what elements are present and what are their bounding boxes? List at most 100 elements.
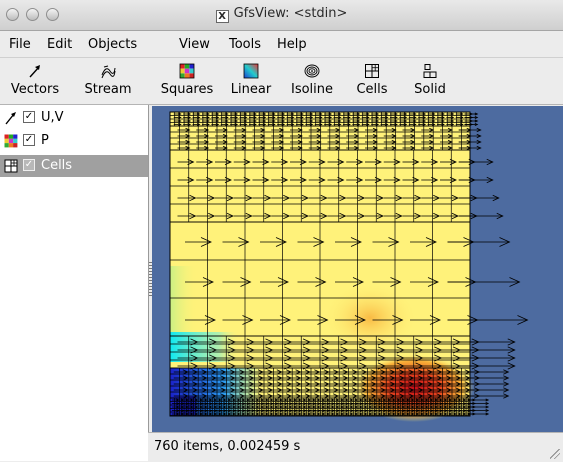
velocity-vector-head [449, 176, 457, 184]
velocity-vector-head [264, 194, 272, 202]
object-label-cells: Cells [41, 158, 73, 173]
velocity-vector-head [354, 127, 360, 133]
splitter-handle[interactable] [149, 262, 152, 298]
velocity-vectors [171, 112, 529, 416]
velocity-vector-head [449, 158, 457, 166]
velocity-vector-head [319, 123, 323, 126]
velocity-vector-head [485, 402, 490, 405]
velocity-vector-head [450, 112, 455, 116]
velocity-vector-head [318, 158, 326, 166]
menu-objects[interactable]: Objects [88, 37, 138, 52]
velocity-vector-head [450, 116, 455, 119]
velocity-vector-head [476, 133, 482, 139]
velocity-vector-head [253, 123, 257, 126]
velocity-vector-head [429, 133, 435, 139]
velocity-vector-head [206, 119, 210, 123]
tool-cells-button[interactable]: Cells [348, 58, 396, 104]
velocity-vector-head [335, 133, 341, 139]
velocity-vector-head [403, 112, 408, 116]
velocity-vector-head [234, 123, 239, 126]
velocity-vector-head [283, 212, 291, 220]
object-checkbox-cells[interactable]: ✓ [23, 159, 35, 171]
velocity-vector-head [375, 119, 380, 123]
velocity-vector-head [279, 315, 291, 325]
velocity-vector-head [460, 119, 464, 123]
resize-grip[interactable] [550, 449, 560, 459]
velocity-vector-head [503, 381, 510, 387]
velocity-vector-head [372, 145, 378, 151]
object-checkbox-p[interactable]: ✓ [23, 134, 35, 146]
velocity-vector-head [375, 112, 380, 116]
velocity-vector-head [262, 116, 267, 119]
velocity-vector-head [485, 409, 490, 412]
velocity-vector-head [320, 194, 328, 202]
tool-cells-label: Cells [356, 82, 388, 97]
velocity-vector-head [234, 119, 239, 123]
velocity-vector-head [245, 212, 253, 220]
velocity-vector-head [222, 127, 228, 133]
tool-stream-button[interactable]: Stream [67, 58, 149, 104]
velocity-vector-head [260, 139, 266, 145]
title-bar: X GfsView: <stdin> [0, 0, 563, 31]
velocity-vector-head [413, 119, 417, 123]
velocity-vector-head [394, 112, 398, 116]
velocity-vector-head [335, 127, 341, 133]
menu-tools[interactable]: Tools [229, 37, 262, 52]
velocity-vector-head [328, 123, 333, 126]
velocity-vector-head [431, 158, 439, 166]
velocity-vector-head [376, 194, 384, 202]
velocity-vector-head [393, 176, 401, 184]
velocity-vector-head [290, 116, 295, 119]
object-checkbox-uv[interactable]: ✓ [23, 111, 35, 123]
velocity-vector-head [262, 176, 270, 184]
velocity-vector-head [297, 145, 303, 151]
velocity-vector-head [316, 133, 322, 139]
velocity-vector-head [429, 145, 435, 151]
menu-edit[interactable]: Edit [47, 37, 73, 52]
simulation-viewport[interactable] [152, 106, 563, 432]
object-row-cells[interactable]: ✓ Cells [0, 155, 148, 177]
menu-file[interactable]: File [9, 37, 31, 52]
velocity-vector-head [281, 112, 286, 116]
object-row-p[interactable]: ✓ P [0, 130, 148, 152]
velocity-vector-head [507, 346, 516, 354]
zoom-window-button[interactable] [46, 8, 59, 21]
menu-view[interactable]: View [179, 37, 210, 52]
menu-help[interactable]: Help [277, 37, 307, 52]
tool-solid-button[interactable]: Solid [406, 58, 454, 104]
velocity-vector-head [337, 119, 342, 123]
velocity-vector-head [431, 112, 436, 116]
velocity-vector-head [474, 112, 479, 116]
object-row-uv[interactable]: ✓ U,V [0, 107, 148, 129]
window-title-area: X GfsView: <stdin> [0, 6, 563, 23]
minimize-window-button[interactable] [26, 8, 39, 21]
velocity-vector-head [391, 139, 397, 145]
velocity-vector-head [208, 212, 216, 220]
simulation-canvas[interactable] [152, 106, 563, 432]
velocity-vector-head [413, 123, 417, 126]
velocity-vector-head [196, 116, 201, 119]
velocity-vector-head [413, 112, 417, 116]
close-window-button[interactable] [6, 8, 19, 21]
velocity-vector-head [224, 158, 232, 166]
velocity-vector-head [315, 277, 327, 287]
tool-isoline-button[interactable]: Isoline [284, 58, 340, 104]
field-region-left [170, 266, 198, 336]
velocity-vector-head [272, 123, 276, 126]
tool-vectors-button[interactable]: Vectors [3, 58, 67, 104]
velocity-vector-head [260, 133, 266, 139]
velocity-vector-head [429, 315, 441, 325]
cells-icon [4, 159, 18, 173]
velocity-vector-head [320, 212, 328, 220]
velocity-vector-head [178, 123, 182, 126]
velocity-vector-head [431, 116, 436, 119]
velocity-vector-head [281, 176, 289, 184]
velocity-vector-head [347, 112, 351, 116]
tool-solid-label: Solid [414, 82, 446, 97]
tool-squares-button[interactable]: Squares [155, 58, 219, 104]
velocity-vector-head [507, 354, 516, 362]
velocity-vector-head [202, 277, 214, 287]
velocity-vector-head [215, 116, 220, 119]
tool-linear-button[interactable]: Linear [223, 58, 279, 104]
velocity-vector-head [476, 127, 482, 133]
